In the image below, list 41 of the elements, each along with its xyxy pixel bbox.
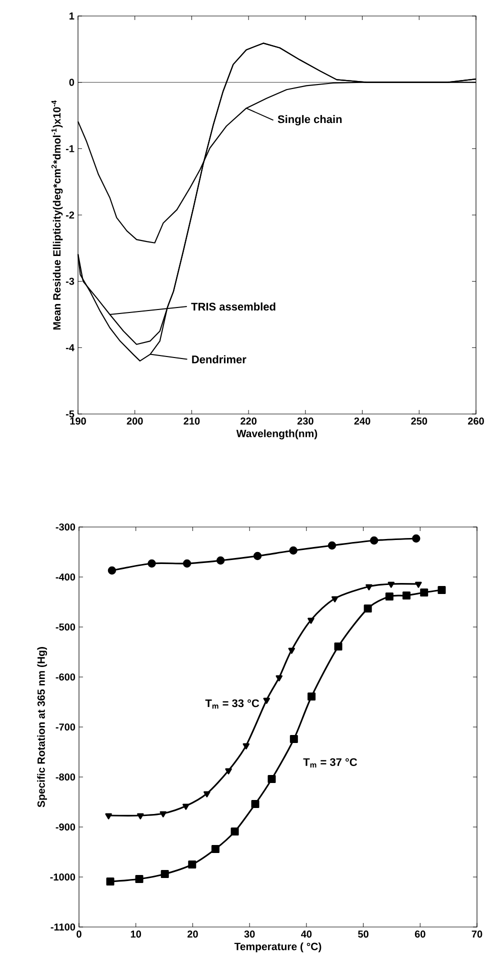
y-tick-label: -4 (66, 344, 74, 352)
x-tick-label: 260 (468, 418, 484, 425)
y-axis-title: Specific Rotation at 365 nm (Hg) (37, 647, 48, 808)
y-tick-label: 0 (69, 78, 74, 86)
x-tick-label: 200 (126, 418, 143, 425)
x-tick-label: 70 (472, 930, 482, 938)
y-tick-label: -700 (56, 723, 76, 731)
x-tick-label: 190 (70, 418, 86, 425)
y-tick-label: 1 (70, 12, 74, 20)
y-tick-label: -500 (56, 623, 76, 631)
x-tick-label: 10 (130, 930, 142, 938)
y-tick-label: -1 (66, 145, 74, 152)
x-tick-label: 230 (297, 418, 314, 425)
x-tick-label: 30 (244, 930, 255, 938)
series-label: TRIS assembled (191, 302, 276, 311)
x-tick-label: 250 (411, 418, 428, 425)
y-tick-label: -600 (56, 673, 76, 681)
x-axis-title: Wavelength(nm) (236, 430, 318, 440)
annotation: T$_{m}$ = 33 °C (205, 699, 260, 709)
y-axis-title: Mean Residue Ellipticity(deg*cm$^{2}$*dmol$^{-1}$)x10$^{-4}$ (51, 100, 63, 330)
x-tick-label: 220 (240, 418, 257, 425)
y-tick-label: -5 (66, 410, 74, 418)
legend-label: Dendrimer (192, 355, 246, 364)
x-tick-label: 40 (301, 930, 312, 938)
x-tick-label: 0 (76, 930, 82, 938)
y-tick-label: -800 (56, 773, 76, 781)
x-axis-title: Temperature ( °C) (234, 942, 322, 952)
x-tick-label: 60 (414, 930, 426, 938)
y-tick-label: -3 (66, 278, 74, 285)
x-tick-label: 20 (187, 930, 198, 938)
y-tick-label: -2 (66, 212, 74, 218)
y-tick-label: -300 (56, 523, 76, 531)
y-tick-label: -1000 (50, 873, 76, 881)
y-tick-label: -900 (56, 823, 76, 831)
x-tick-label: 50 (358, 930, 368, 938)
x-tick-label: 210 (184, 418, 200, 425)
y-tick-label: -1100 (50, 923, 76, 931)
x-tick-label: 240 (354, 418, 370, 425)
y-tick-label: -400 (56, 573, 76, 581)
annotation: T$_{m}$ = 37 °C (303, 758, 358, 768)
legend-label: Single chain (278, 115, 342, 126)
